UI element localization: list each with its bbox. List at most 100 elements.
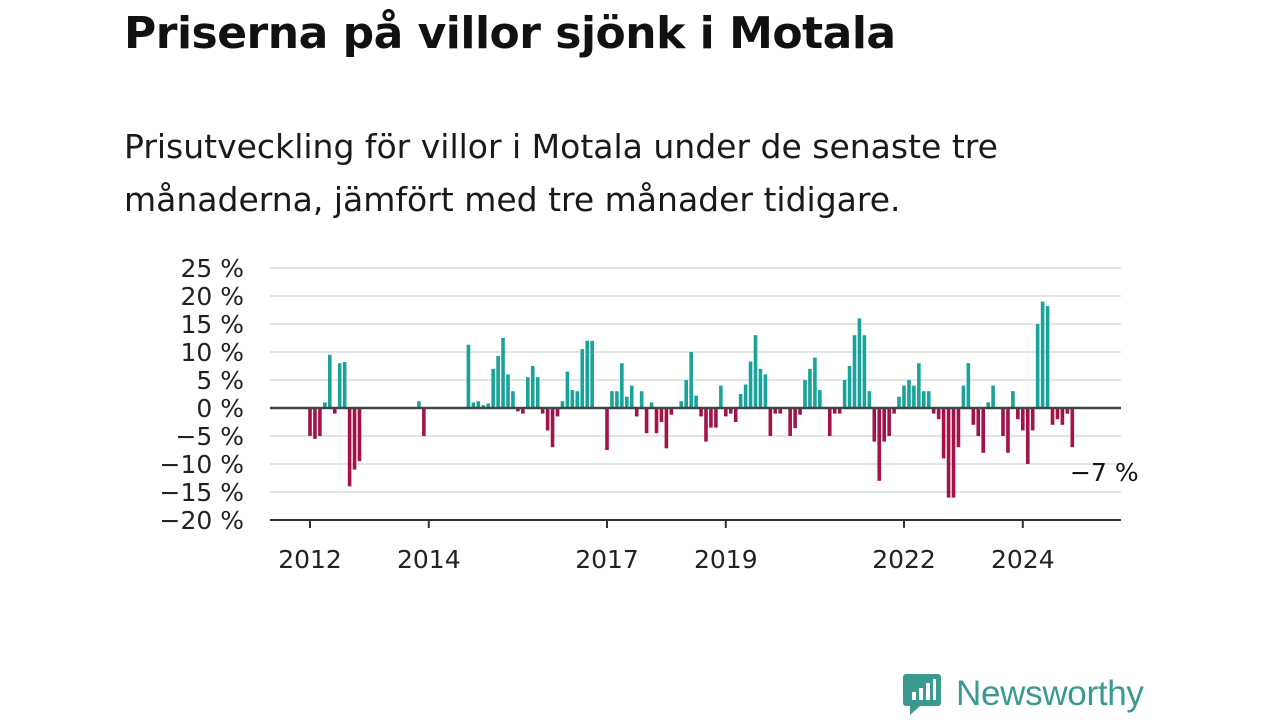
bar <box>575 391 580 408</box>
bar <box>773 408 778 414</box>
bar <box>560 401 565 408</box>
bar <box>867 391 872 408</box>
x-tick-label: 2012 <box>278 545 342 574</box>
bar <box>352 408 357 470</box>
chart-title: Priserna på villor sjönk i Motala <box>124 8 896 59</box>
bar <box>808 368 812 408</box>
y-tick-label: −5 % <box>175 422 244 451</box>
bar <box>308 408 312 436</box>
bar <box>506 374 510 408</box>
bar <box>748 361 753 408</box>
bar <box>946 408 951 498</box>
bar <box>342 362 347 408</box>
bar <box>526 377 530 408</box>
bar <box>852 335 857 408</box>
bar <box>763 374 768 408</box>
bar <box>887 408 891 436</box>
y-tick-label: −15 % <box>160 478 244 507</box>
bar <box>922 391 926 408</box>
bar <box>1001 408 1005 436</box>
y-tick-label: 15 % <box>180 310 244 339</box>
bar <box>694 395 698 408</box>
bar <box>788 408 792 436</box>
bar <box>565 371 570 408</box>
bar <box>892 408 896 414</box>
bar <box>818 390 822 408</box>
axes <box>270 406 1121 528</box>
bar <box>555 408 560 417</box>
newsworthy-logo: Newsworthy <box>902 672 1144 716</box>
bar <box>530 366 535 408</box>
bar <box>951 408 956 498</box>
bar <box>847 366 852 408</box>
bar <box>629 385 634 408</box>
bar <box>768 408 773 436</box>
bar <box>659 408 664 422</box>
y-tick-label: −20 % <box>160 506 244 535</box>
y-tick-label: 20 % <box>180 282 244 311</box>
bar <box>753 335 758 408</box>
bar <box>684 380 688 408</box>
bar <box>545 408 550 431</box>
bar <box>917 363 921 408</box>
bar <box>1055 408 1060 420</box>
bar <box>332 408 337 414</box>
bar <box>733 408 738 422</box>
bar <box>709 408 713 428</box>
x-tick-label: 2019 <box>694 545 758 574</box>
bar <box>610 391 614 408</box>
bar <box>1045 306 1050 408</box>
bar <box>877 408 882 481</box>
newsworthy-logo-text: Newsworthy <box>956 674 1144 713</box>
bar <box>743 384 748 408</box>
newsworthy-logo-icon <box>903 674 941 715</box>
chart-subtitle: Prisutveckling för villor i Motala under… <box>124 127 998 219</box>
bar <box>956 408 961 448</box>
bar <box>639 391 644 408</box>
bar <box>837 408 842 414</box>
bar <box>1040 301 1045 408</box>
bar <box>872 408 877 442</box>
bar <box>605 408 609 450</box>
bar <box>941 408 946 459</box>
bar <box>976 408 981 436</box>
bar <box>422 408 426 436</box>
bar <box>486 403 490 408</box>
bar <box>511 391 515 408</box>
bar <box>1006 408 1010 453</box>
bar <box>926 391 931 408</box>
bar <box>496 355 500 408</box>
bar <box>535 377 540 408</box>
x-tick-label: 2014 <box>397 545 461 574</box>
y-tick-label: −10 % <box>160 450 244 479</box>
bar <box>862 335 867 408</box>
bar <box>634 408 639 417</box>
bar <box>323 402 327 408</box>
bar <box>664 408 669 449</box>
bar <box>738 394 743 408</box>
bar <box>521 408 525 414</box>
bar <box>689 352 693 408</box>
grid-lines <box>270 267 1121 493</box>
x-tick-label: 2024 <box>991 545 1055 574</box>
bar <box>882 408 886 442</box>
bar <box>1030 408 1035 431</box>
bar <box>620 363 624 408</box>
bar <box>318 408 322 436</box>
bar <box>793 408 797 429</box>
y-tick-label: 0 % <box>196 394 244 423</box>
bar <box>417 401 421 408</box>
bar <box>501 338 505 408</box>
bar <box>827 408 832 436</box>
bar <box>902 385 906 408</box>
bar <box>778 408 783 414</box>
bar <box>961 385 966 408</box>
bars <box>308 301 1075 498</box>
bar <box>625 396 629 408</box>
bar <box>491 368 495 408</box>
bar <box>644 408 649 434</box>
bar <box>580 349 585 408</box>
bar <box>728 408 733 414</box>
bar <box>986 402 990 408</box>
bar <box>1050 408 1055 425</box>
